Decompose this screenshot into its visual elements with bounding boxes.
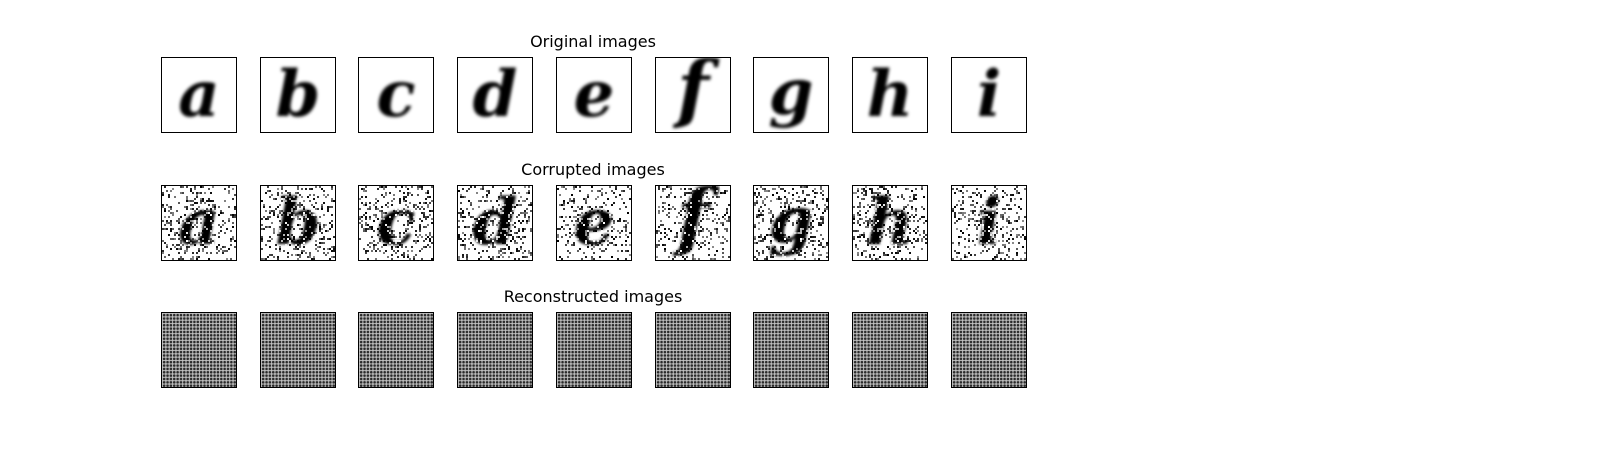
recon-pattern: [754, 313, 829, 387]
noisy-glyph-canvas: i: [951, 186, 1026, 260]
clean-glyph-canvas: g: [769, 58, 814, 130]
clean-image-d: d: [457, 57, 534, 133]
glyph-h: h: [867, 58, 914, 132]
noisy-glyph-canvas: a: [162, 186, 236, 260]
noisy-image-e: e: [555, 185, 632, 261]
recon-pattern: [359, 313, 434, 387]
noisy-image-g: g: [753, 185, 830, 261]
recon-pattern: [458, 313, 533, 387]
noisy-image-d: d: [457, 185, 534, 261]
glyph-c: c: [377, 58, 416, 132]
row-title-reconstructed: Reconstructed images: [503, 287, 683, 306]
glyph-i: i: [976, 58, 1000, 132]
noisy-image-i: i: [950, 185, 1027, 261]
row-title-corrupted: Corrupted images: [521, 160, 665, 179]
clean-image-g: g: [753, 57, 830, 133]
noise-layer: [162, 186, 236, 260]
recon-image-g: [753, 312, 830, 388]
clean-image-f: f: [654, 57, 731, 133]
noisy-image-c: c: [358, 185, 435, 261]
noise-layer: [754, 186, 829, 260]
glyph-d: d: [473, 58, 518, 132]
recon-image-i: [950, 312, 1027, 388]
clean-glyph-canvas: f: [672, 58, 720, 132]
recon-image-d: [457, 312, 534, 388]
recon-pattern: [260, 313, 335, 387]
clean-glyph-canvas: e: [573, 58, 614, 132]
recon-image-c: [358, 312, 435, 388]
clean-glyph-canvas: h: [867, 58, 914, 132]
glyph-b: b: [275, 58, 320, 132]
clean-glyph-canvas: a: [178, 58, 219, 132]
noise-layer: [852, 186, 927, 260]
noisy-glyph-canvas: e: [556, 186, 631, 260]
noise-layer: [359, 186, 434, 260]
noisy-image-b: b: [259, 185, 336, 261]
glyph-e: e: [573, 58, 614, 132]
clean-image-b: b: [259, 57, 336, 133]
clean-glyph-canvas: i: [976, 58, 1000, 132]
recon-image-f: [654, 312, 731, 388]
row-title-original: Original images: [530, 32, 656, 51]
recon-image-a: [161, 312, 237, 388]
row-reconstructed-images: [161, 312, 1031, 388]
glyph-g: g: [769, 58, 814, 130]
noisy-glyph-canvas: d: [458, 186, 533, 260]
clean-image-c: c: [358, 57, 435, 133]
clean-glyph-canvas: d: [473, 58, 518, 132]
recon-pattern: [556, 313, 631, 387]
noisy-glyph-canvas: f: [655, 186, 730, 260]
clean-glyph-canvas: b: [275, 58, 320, 132]
clean-image-h: h: [851, 57, 928, 133]
recon-pattern: [162, 313, 236, 387]
clean-image-e: e: [555, 57, 632, 133]
noisy-glyph-canvas: b: [260, 186, 335, 260]
recon-pattern: [951, 313, 1026, 387]
recon-pattern: [655, 313, 730, 387]
clean-image-a: a: [161, 57, 237, 133]
noisy-glyph-canvas: h: [852, 186, 927, 260]
noise-layer: [951, 186, 1026, 260]
noisy-image-f: f: [654, 185, 731, 261]
recon-image-h: [851, 312, 928, 388]
clean-image-i: i: [950, 57, 1027, 133]
noise-layer: [260, 186, 335, 260]
noisy-image-a: a: [161, 185, 237, 261]
recon-pattern: [852, 313, 927, 387]
noise-layer: [458, 186, 533, 260]
noisy-image-h: h: [851, 185, 928, 261]
noise-layer: [655, 186, 730, 260]
noisy-glyph-canvas: g: [754, 186, 829, 260]
glyph-f: f: [672, 58, 720, 132]
glyph-a: a: [178, 58, 219, 132]
noisy-glyph-canvas: c: [359, 186, 434, 260]
noise-layer: [556, 186, 631, 260]
recon-image-b: [259, 312, 336, 388]
recon-image-e: [555, 312, 632, 388]
clean-glyph-canvas: c: [377, 58, 416, 132]
